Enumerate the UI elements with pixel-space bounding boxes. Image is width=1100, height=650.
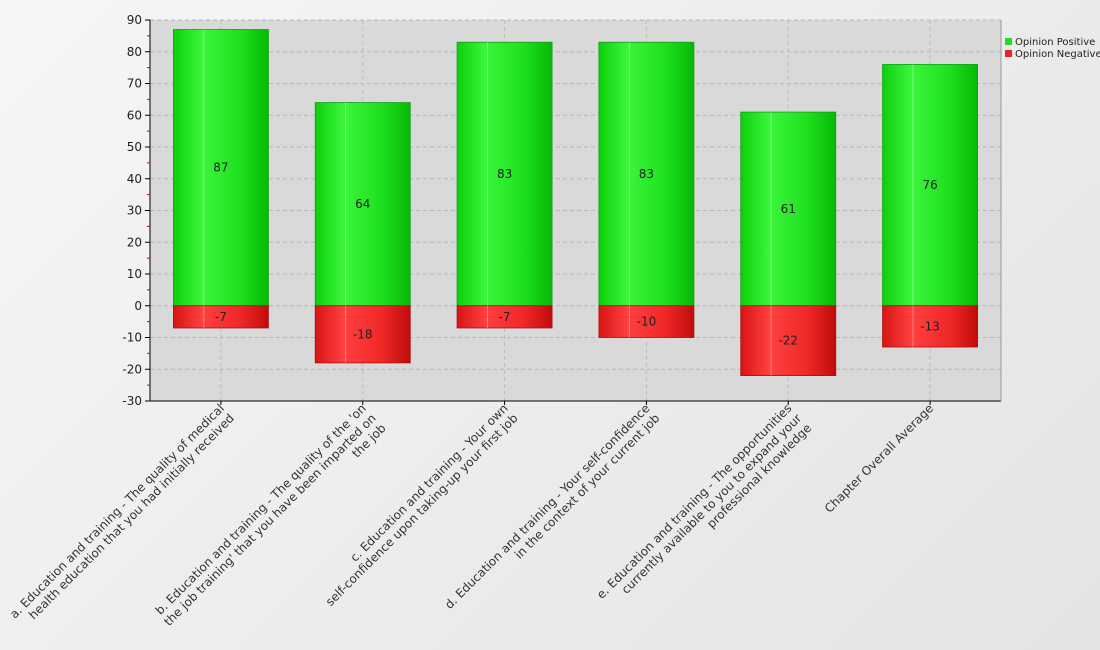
data-label: -22 — [778, 334, 798, 348]
x-axis-labels: a. Education and training - The quality … — [7, 401, 936, 629]
y-tick-label: -30 — [122, 394, 142, 408]
y-tick-label: 60 — [127, 108, 142, 122]
y-tick-label: 80 — [127, 45, 142, 59]
bar-positive — [314, 102, 411, 307]
data-label: -18 — [353, 327, 373, 341]
data-label: -10 — [637, 315, 657, 329]
legend-label: Opinion Negative — [1015, 49, 1100, 60]
bar-positive — [598, 41, 695, 307]
y-tick-label: 90 — [127, 13, 142, 27]
bar-positive — [740, 111, 837, 307]
bar-negative — [882, 305, 978, 348]
bars: 87 64 83 83 61 76 -7 -18 -7 -10 -22 -13 — [173, 29, 978, 376]
y-axis-ticks: -30 -20 -10 0 10 20 30 40 50 60 70 80 90 — [122, 13, 150, 408]
data-label: 61 — [781, 202, 796, 216]
bar-positive — [882, 64, 978, 307]
data-label: 83 — [639, 167, 654, 181]
bar-positive — [456, 41, 553, 307]
y-tick-label: 10 — [127, 267, 142, 281]
bar-negative — [314, 305, 411, 364]
data-label: -13 — [920, 319, 940, 333]
x-tick-label-line: in the context of your current job — [512, 411, 663, 562]
y-tick-label: 20 — [127, 235, 142, 249]
bar-negative — [740, 305, 837, 376]
y-tick-label: -20 — [122, 362, 142, 376]
y-tick-label: 0 — [134, 299, 142, 313]
y-tick-label: 70 — [127, 77, 142, 91]
bar-negative — [598, 305, 695, 338]
y-tick-label: 30 — [127, 204, 142, 218]
data-label: -7 — [499, 310, 511, 324]
data-label: 87 — [213, 161, 228, 175]
data-label: 83 — [497, 167, 512, 181]
bar-negative — [456, 305, 553, 329]
legend-swatch — [1005, 50, 1012, 57]
data-label: 76 — [922, 178, 937, 192]
x-tick-label: Chapter Overall Average — [822, 401, 936, 515]
data-label: -7 — [215, 310, 227, 324]
x-tick-label-line: currently available to you to expand you… — [619, 411, 805, 597]
y-tick-label: -10 — [122, 331, 142, 345]
legend-label: Opinion Positive — [1015, 37, 1095, 48]
bar-negative — [173, 305, 269, 329]
data-label: 64 — [355, 197, 370, 211]
y-tick-label: 50 — [127, 140, 142, 154]
y-tick-label: 40 — [127, 172, 142, 186]
legend-swatch — [1005, 38, 1012, 45]
x-tick-label-line: Chapter Overall Average — [822, 401, 936, 515]
